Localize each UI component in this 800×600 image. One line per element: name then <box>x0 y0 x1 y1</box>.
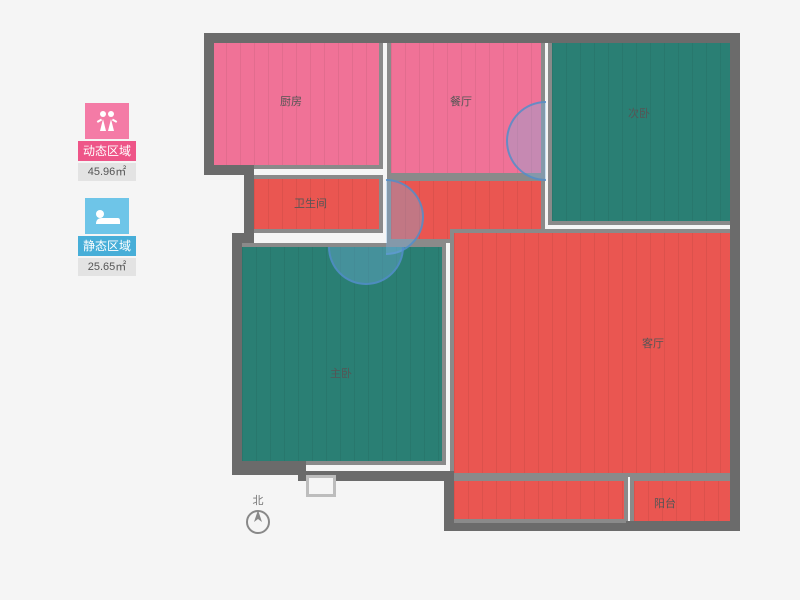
room-liv_lower <box>450 477 628 523</box>
room-label-balcony: 阳台 <box>654 495 676 511</box>
wall-segment <box>232 461 306 475</box>
legend-dynamic-value: 45.96㎡ <box>78 163 136 181</box>
zone-overlay <box>454 233 730 473</box>
room-label-bath: 卫生间 <box>294 195 327 211</box>
legend-dynamic: 动态区域 45.96㎡ <box>78 103 136 181</box>
door-arc <box>466 101 546 181</box>
wall-segment <box>444 523 452 531</box>
legend-dynamic-label: 动态区域 <box>78 141 136 161</box>
static-zone-icon <box>85 198 129 234</box>
zone-overlay <box>454 481 624 519</box>
zone-overlay <box>552 43 730 221</box>
room-label-living: 客厅 <box>642 335 664 351</box>
wall-segment <box>244 165 254 239</box>
floor-plan: 厨房餐厅次卧卫生间客厅主卧阳台 <box>190 15 750 575</box>
wall-segment <box>232 237 242 471</box>
room-living <box>450 229 734 477</box>
wall-segment <box>730 33 740 529</box>
legend-static-label: 静态区域 <box>78 236 136 256</box>
room-balcony <box>630 477 734 525</box>
door-arc <box>328 247 404 323</box>
room-label-master_br: 主卧 <box>330 365 352 381</box>
window-notch <box>306 475 336 497</box>
zone-overlay <box>634 481 730 521</box>
wall-segment <box>444 523 740 531</box>
wall-segment <box>204 33 214 173</box>
room-label-second_br: 次卧 <box>628 105 650 121</box>
dynamic-zone-icon <box>85 103 129 139</box>
wall-segment <box>232 233 254 243</box>
room-label-kitchen: 厨房 <box>280 93 302 109</box>
room-second_br <box>548 39 734 225</box>
legend-static-value: 25.65㎡ <box>78 258 136 276</box>
legend-static: 静态区域 25.65㎡ <box>78 198 136 276</box>
wall-segment <box>204 33 738 43</box>
door-arc <box>386 179 462 255</box>
